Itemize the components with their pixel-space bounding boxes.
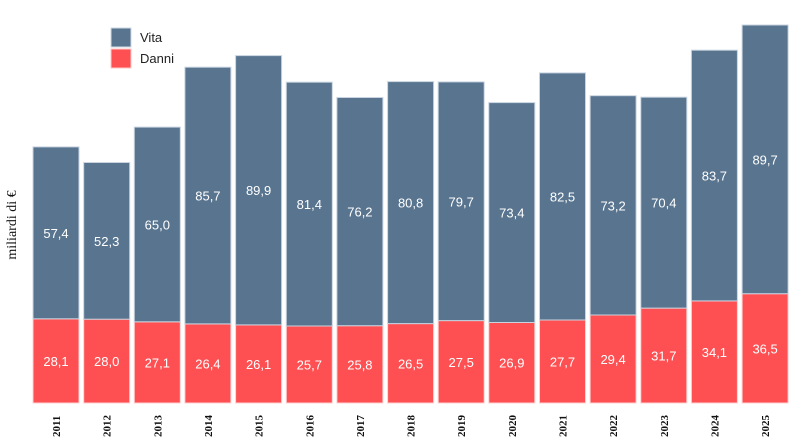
x-tick-2021: 2021 — [558, 415, 570, 437]
legend-swatch-vita — [110, 27, 132, 48]
value-label-vita-2024: 83,7 — [702, 169, 727, 184]
legend: Vita Danni — [110, 27, 174, 69]
value-label-vita-2023: 70,4 — [651, 196, 676, 211]
value-label-danni-2023: 31,7 — [651, 349, 676, 364]
value-label-vita-2014: 85,7 — [195, 189, 220, 204]
bar-danni-2023 — [640, 307, 688, 404]
bar-vita-2017 — [336, 97, 384, 327]
bar-vita-2016 — [285, 81, 333, 327]
value-label-vita-2025: 89,7 — [752, 152, 777, 167]
x-tick-2024: 2024 — [709, 415, 721, 438]
bars-group — [32, 24, 789, 404]
value-label-vita-2012: 52,3 — [94, 234, 119, 249]
value-label-vita-2016: 81,4 — [297, 197, 322, 212]
bar-danni-2019 — [437, 320, 485, 404]
x-tick-2017: 2017 — [355, 415, 367, 438]
bar-vita-2025 — [741, 24, 789, 295]
bar-vita-2011 — [32, 146, 80, 320]
value-label-danni-2014: 26,4 — [195, 357, 220, 372]
bar-danni-2024 — [690, 300, 738, 404]
value-label-danni-2019: 27,5 — [449, 355, 474, 370]
bar-danni-2021 — [539, 319, 586, 404]
x-tick-2016: 2016 — [304, 415, 316, 438]
value-label-danni-2024: 34,1 — [702, 345, 727, 360]
bar-vita-2023 — [640, 96, 688, 309]
value-label-danni-2025: 36,5 — [752, 341, 777, 356]
bar-danni-2017 — [336, 325, 384, 404]
value-label-vita-2017: 76,2 — [347, 205, 372, 220]
x-tick-2018: 2018 — [406, 415, 418, 438]
value-label-vita-2011: 57,4 — [43, 226, 68, 241]
value-label-danni-2012: 28,0 — [94, 354, 119, 369]
bar-vita-2022 — [589, 95, 637, 316]
x-tick-2023: 2023 — [659, 415, 671, 438]
bar-danni-2020 — [488, 321, 536, 404]
bar-danni-2022 — [589, 314, 637, 404]
value-label-danni-2016: 25,7 — [297, 358, 322, 373]
x-tick-2013: 2013 — [152, 415, 164, 438]
x-tick-2025: 2025 — [760, 415, 772, 438]
value-label-danni-2013: 27,1 — [145, 355, 170, 370]
x-tick-2022: 2022 — [608, 415, 620, 438]
x-tick-2011: 2011 — [51, 416, 63, 437]
value-label-vita-2015: 89,9 — [246, 183, 271, 198]
bar-danni-2015 — [235, 324, 283, 404]
bar-vita-2013 — [133, 126, 181, 323]
bar-vita-2024 — [690, 49, 738, 302]
legend-swatch-danni — [110, 48, 132, 69]
bar-vita-2014 — [184, 66, 232, 325]
value-label-vita-2019: 79,7 — [449, 194, 474, 209]
x-tick-2019: 2019 — [456, 415, 468, 438]
x-tick-2014: 2014 — [203, 415, 215, 438]
y-axis-label: miliardi di € — [5, 190, 20, 259]
bar-danni-2018 — [387, 323, 435, 404]
bar-vita-2019 — [437, 81, 485, 322]
bar-vita-2012 — [83, 162, 131, 320]
value-label-danni-2021: 27,7 — [550, 355, 575, 370]
value-label-vita-2022: 73,2 — [600, 198, 625, 213]
value-label-vita-2021: 82,5 — [550, 190, 575, 205]
x-tick-2015: 2015 — [254, 415, 266, 438]
bar-vita-2018 — [387, 81, 435, 325]
x-axis-ticks: 2011 2012 2013 2014 2015 2016 2017 2018 2019 2020… — [51, 415, 772, 438]
x-tick-2020: 2020 — [507, 415, 519, 438]
bar-danni-2016 — [285, 325, 333, 404]
value-label-danni-2017: 25,8 — [347, 357, 372, 372]
bar-vita-2021 — [539, 72, 586, 321]
value-label-vita-2018: 80,8 — [398, 196, 423, 211]
bar-vita-2015 — [235, 55, 283, 326]
x-tick-2012: 2012 — [102, 415, 114, 438]
bar-danni-2013 — [133, 321, 181, 404]
value-label-danni-2015: 26,1 — [246, 357, 271, 372]
bar-danni-2011 — [32, 318, 80, 404]
value-label-vita-2020: 73,4 — [499, 206, 524, 221]
value-label-danni-2020: 26,9 — [499, 356, 524, 371]
bar-danni-2014 — [184, 323, 232, 404]
value-label-danni-2022: 29,4 — [600, 352, 625, 367]
value-label-danni-2011: 28,1 — [43, 354, 68, 369]
value-label-danni-2018: 26,5 — [398, 356, 423, 371]
bar-danni-2025 — [741, 293, 789, 404]
bar-vita-2020 — [488, 102, 536, 323]
value-labels-group: 28,1 57,4 28,0 52,3 27,1 65,0 26,4 85,7 26,1 89,9… — [43, 152, 777, 372]
legend-label-vita: Vita — [140, 30, 163, 45]
legend-label-danni: Danni — [140, 51, 174, 66]
value-label-vita-2013: 65,0 — [145, 218, 170, 233]
